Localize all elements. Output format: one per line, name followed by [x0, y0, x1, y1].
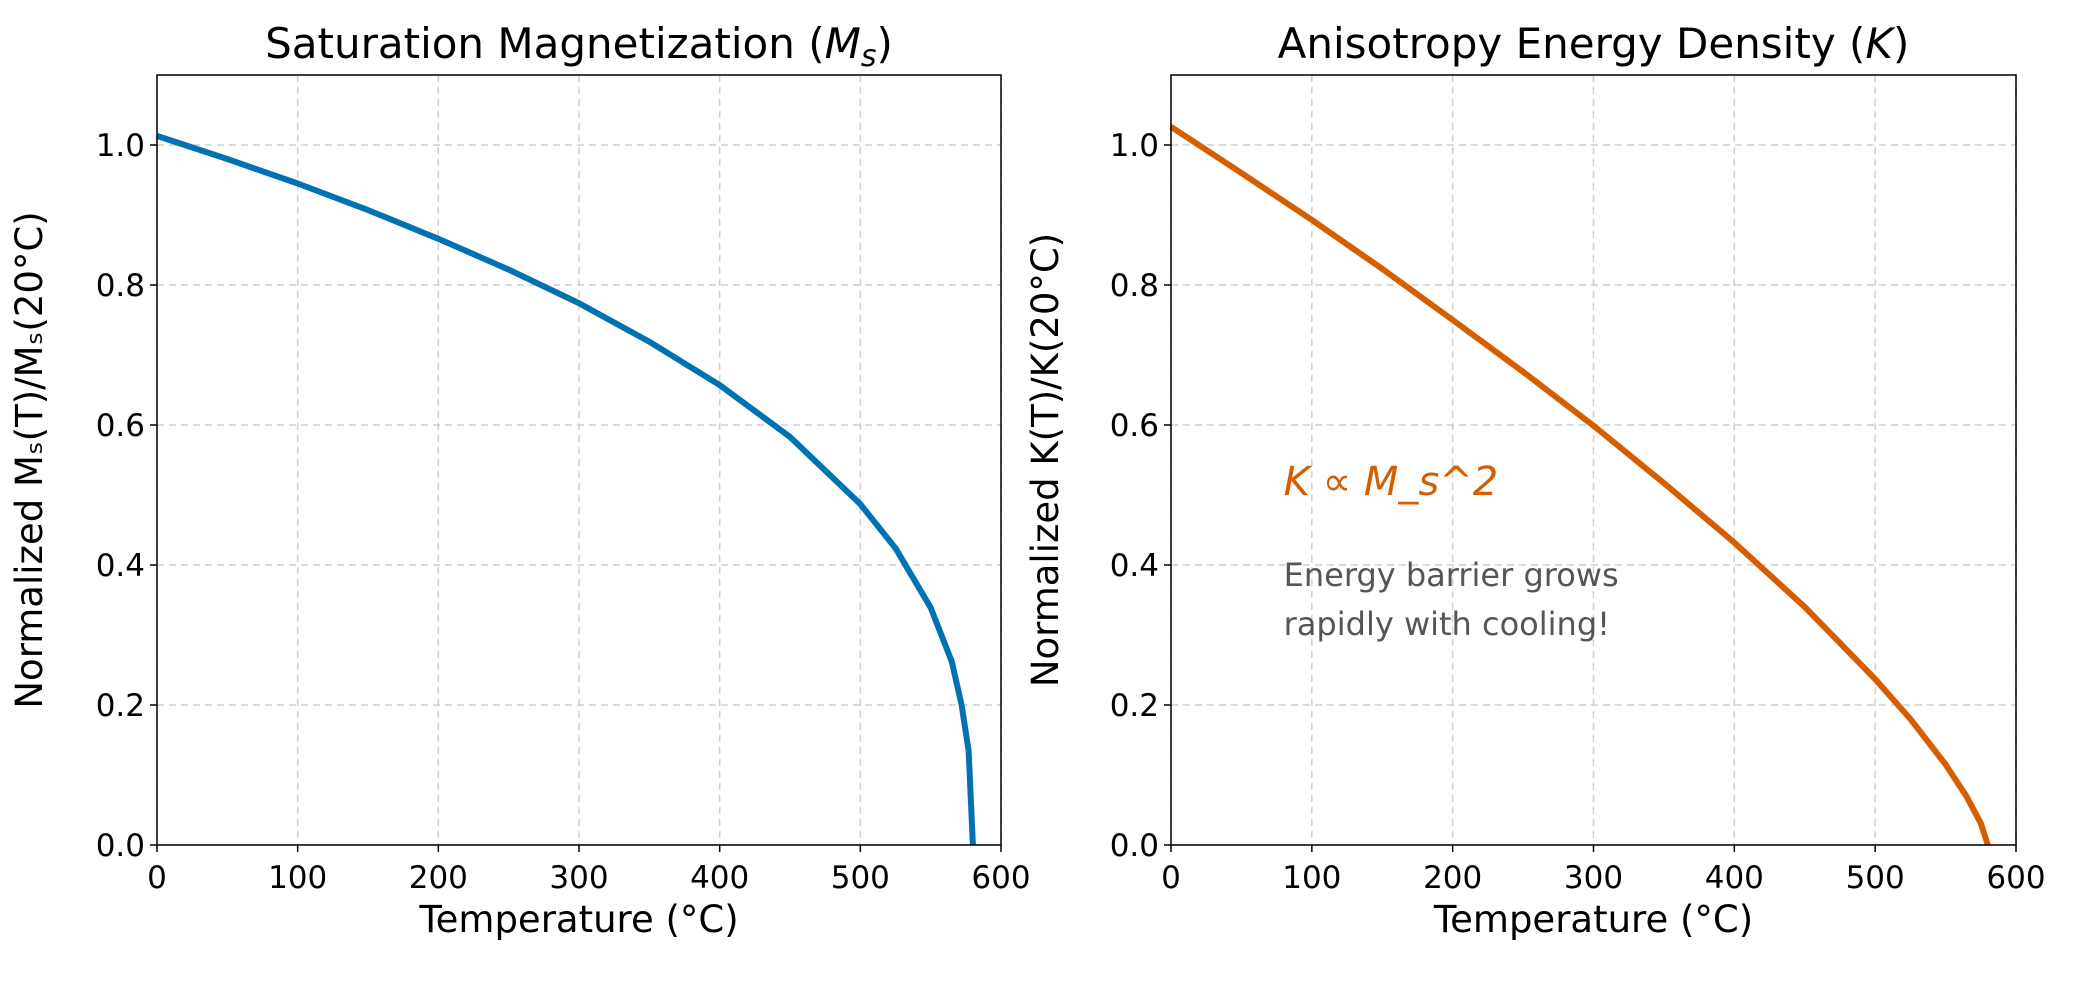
x-axis-label: Temperature (°C): [1433, 898, 1753, 941]
x-tick-label: 400: [1705, 860, 1764, 896]
x-tick-label: 600: [1986, 860, 2045, 896]
x-axis-label: Temperature (°C): [418, 898, 738, 941]
x-tick-label: 100: [268, 860, 327, 896]
chart-title: Anisotropy Energy Density (K): [1278, 19, 1910, 68]
magnetization-panel: 0 100 200 300 400 500 600 0.0 0.2 0.4 0.6 0.8 1.0 Sat…: [8, 19, 1031, 941]
y-axis-label: Normalized Mₛ(T)/Mₛ(20°C): [8, 211, 51, 708]
anisotropy-panel: 0 100 200 300 400 500 600 0.0 0.2 0.4 0.6 0.8 1.0 Ani…: [1024, 19, 2046, 941]
y-tick-label: 1.0: [1110, 128, 1159, 164]
y-tick-label: 0.0: [96, 828, 145, 864]
x-tick-label: 300: [1564, 860, 1623, 896]
series-line: [156, 133, 976, 846]
x-tick-label: 600: [971, 860, 1030, 896]
y-tick-label: 0.2: [1110, 688, 1159, 724]
x-tick-label: 0: [1161, 860, 1181, 896]
y-tick-label: 0.8: [96, 268, 145, 304]
y-tick-label: 0.8: [1110, 268, 1159, 304]
energy-barrier-annotation: rapidly with cooling!: [1284, 605, 1610, 643]
x-tick-label: 300: [549, 860, 608, 896]
y-tick-label: 0.2: [96, 688, 145, 724]
chart-title: Saturation Magnetization (Ms): [265, 19, 893, 74]
y-tick-label: 1.0: [96, 128, 145, 164]
axes-frame: [1170, 74, 2017, 846]
y-tick-label: 0.4: [1110, 548, 1159, 584]
x-tick-label: 200: [1423, 860, 1482, 896]
y-tick-label: 0.0: [1110, 828, 1159, 864]
y-tick-label: 0.4: [96, 548, 145, 584]
series-line: [1169, 124, 1991, 846]
y-axis-label: Normalized K(T)/K(20°C): [1024, 233, 1067, 687]
energy-barrier-annotation: Energy barrier grows: [1284, 556, 1619, 594]
y-tick-label: 0.6: [1110, 408, 1159, 444]
x-tick-label: 0: [147, 860, 167, 896]
axes-frame: [156, 74, 1002, 846]
proportionality-annotation: K ∝ M_s^2: [1284, 459, 1499, 505]
x-tick-label: 400: [690, 860, 749, 896]
x-tick-label: 500: [1846, 860, 1905, 896]
y-tick-label: 0.6: [96, 408, 145, 444]
x-tick-label: 200: [409, 860, 468, 896]
x-tick-label: 500: [831, 860, 890, 896]
x-tick-label: 100: [1282, 860, 1341, 896]
